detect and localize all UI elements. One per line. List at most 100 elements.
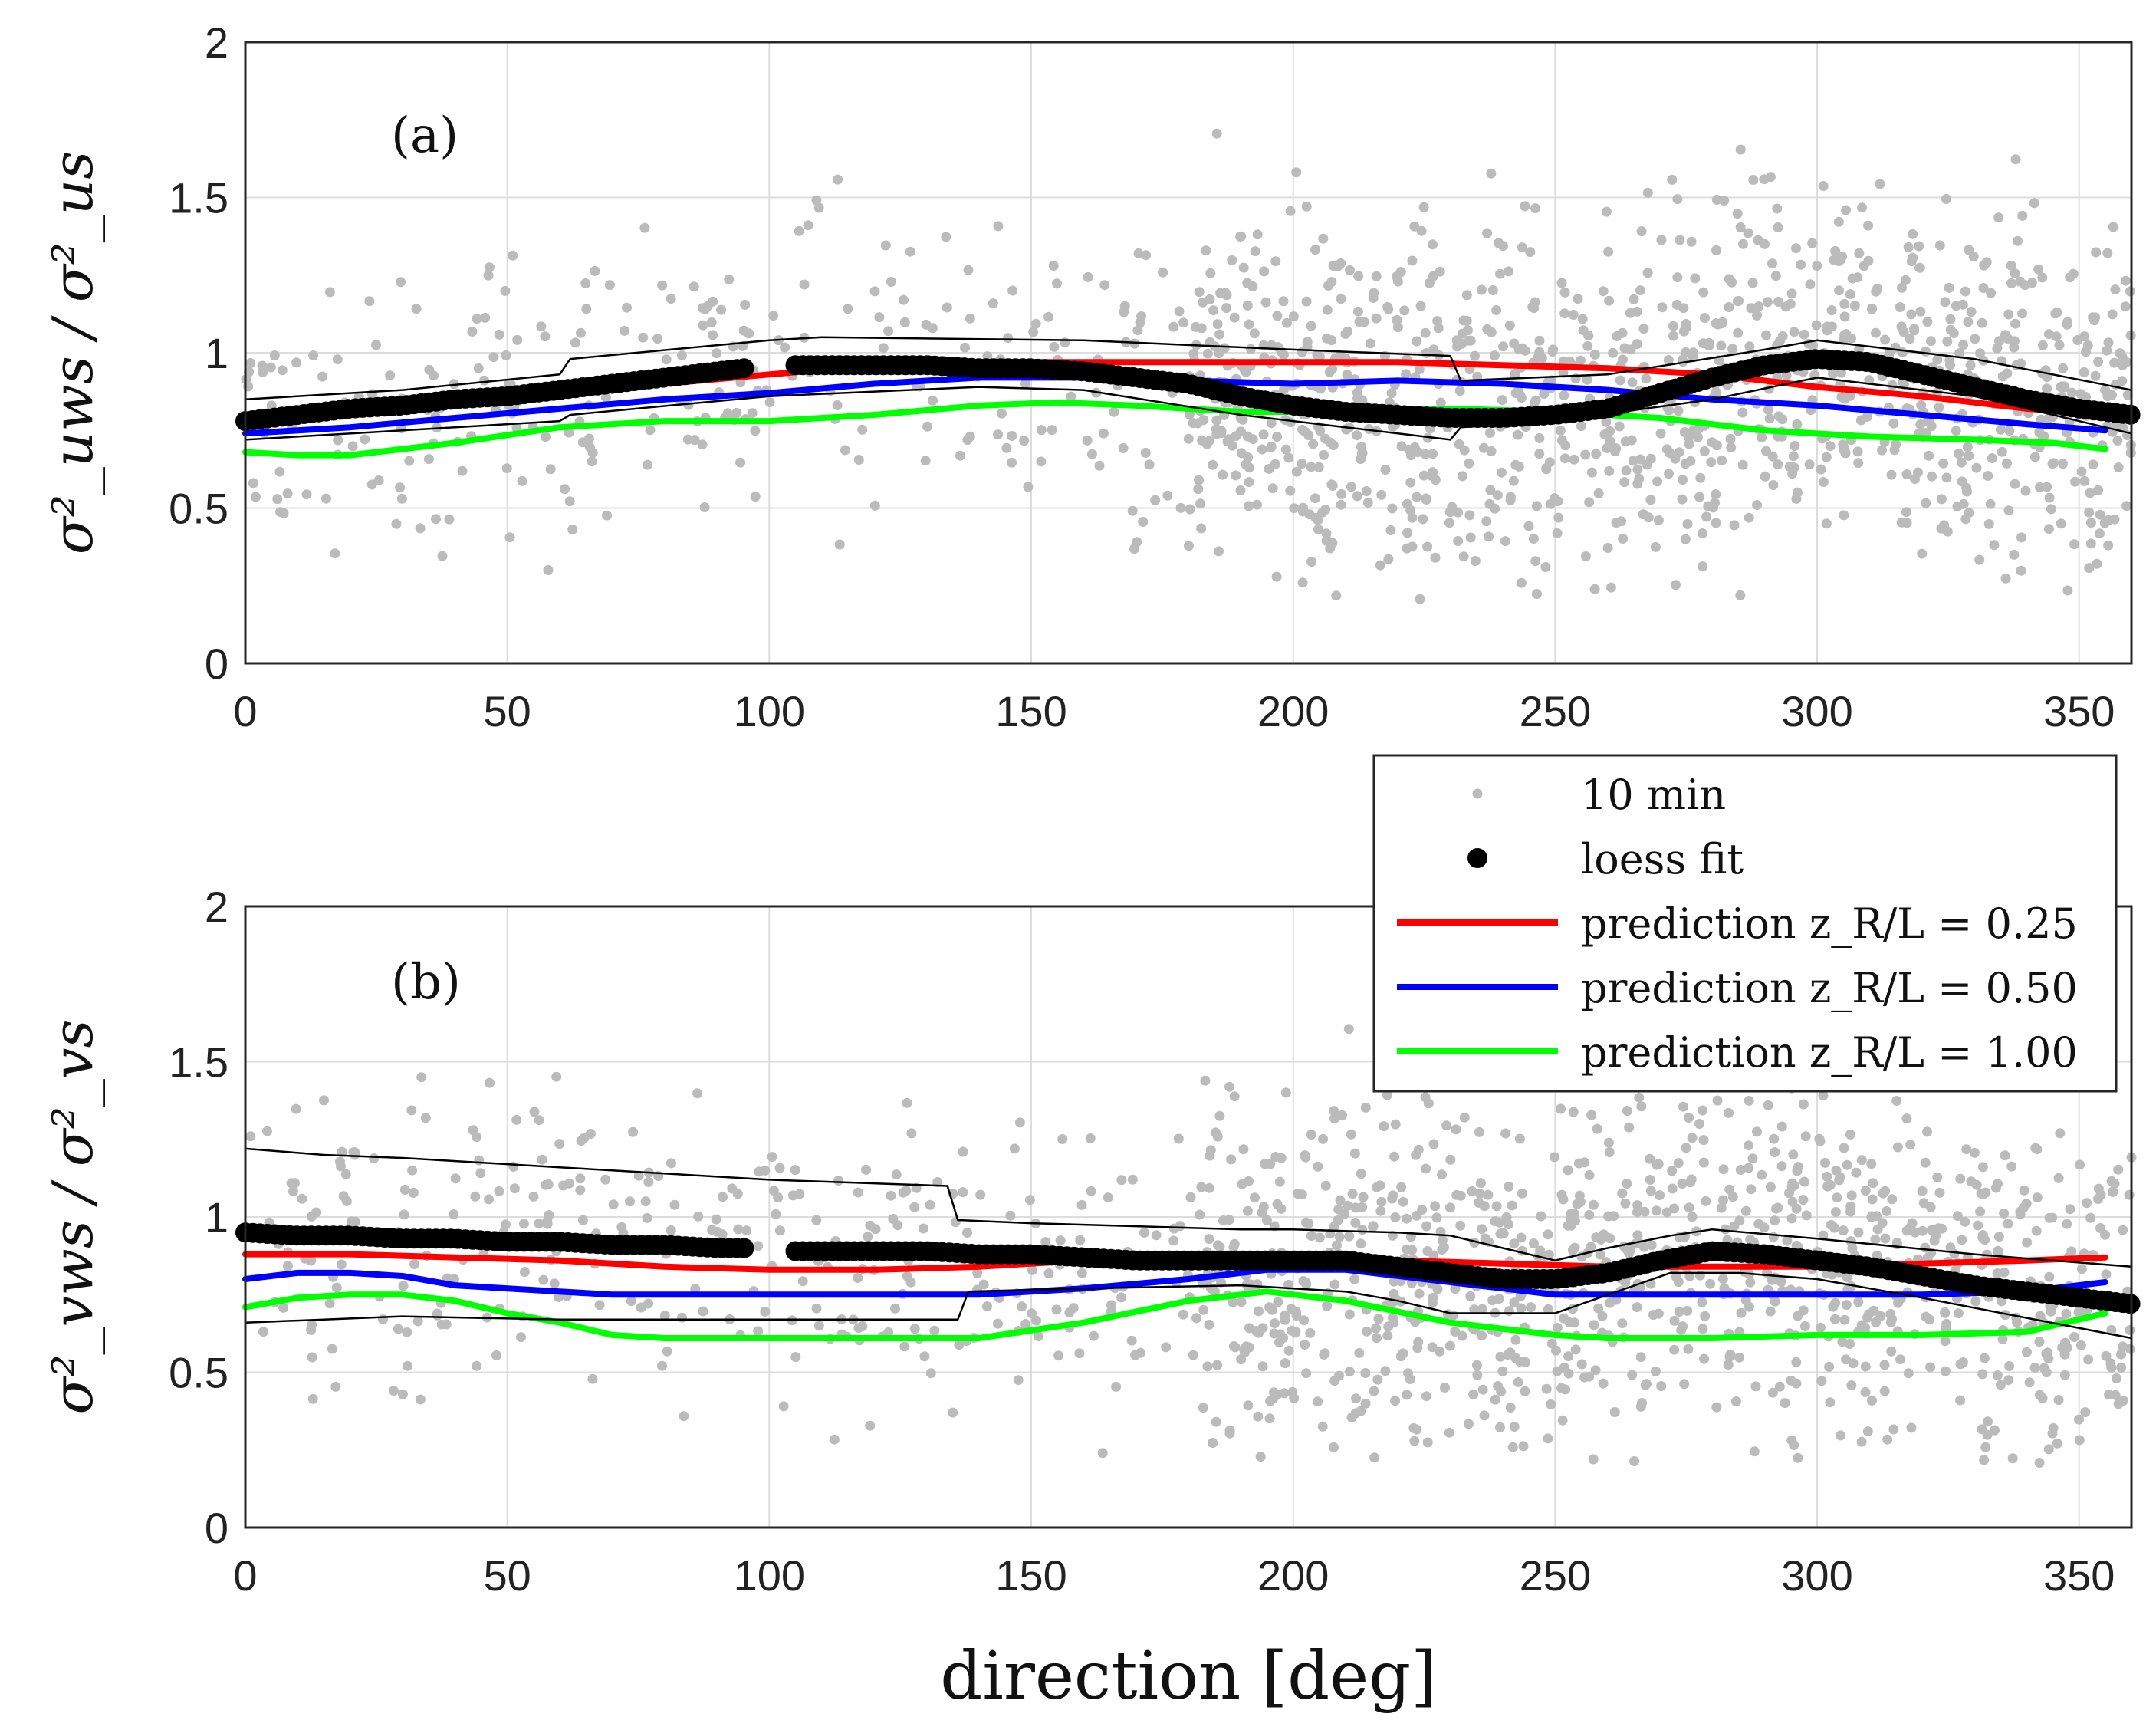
obs-point <box>2082 1198 2092 1209</box>
obs-point <box>483 270 494 281</box>
obs-point <box>1376 489 1387 500</box>
obs-point <box>1269 1328 1280 1339</box>
obs-point <box>1329 1279 1340 1290</box>
obs-point <box>880 240 891 251</box>
obs-point <box>1857 202 1867 213</box>
obs-point <box>1777 331 1788 341</box>
obs-point <box>657 280 668 291</box>
obs-point <box>528 1191 539 1202</box>
obs-point <box>892 1220 903 1231</box>
obs-point <box>1346 1412 1357 1422</box>
obs-point <box>1557 1415 1568 1426</box>
obs-point <box>406 1105 417 1116</box>
obs-point <box>925 1368 936 1379</box>
obs-point <box>2052 1438 2062 1449</box>
obs-point <box>1839 393 1850 404</box>
obs-point <box>1852 446 1863 457</box>
obs-point <box>2105 1358 2116 1369</box>
obs-point <box>1274 1176 1285 1187</box>
obs-point <box>1723 1360 1734 1370</box>
obs-point <box>2010 479 2020 489</box>
obs-point <box>1922 1126 1932 1137</box>
obs-point <box>1076 1199 1087 1210</box>
obs-point <box>1391 1294 1402 1304</box>
obs-point <box>1717 1274 1728 1284</box>
obs-point <box>590 265 600 276</box>
obs-point <box>1546 1399 1556 1409</box>
obs-point <box>450 1173 461 1184</box>
obs-point <box>1920 1242 1931 1253</box>
obs-point <box>1418 514 1428 525</box>
obs-point <box>1945 324 1956 335</box>
obs-point <box>1491 305 1502 315</box>
obs-point <box>1563 1165 1573 1176</box>
obs-point <box>1961 1144 1972 1155</box>
obs-point <box>1421 1221 1431 1232</box>
obs-point <box>1193 484 1204 495</box>
obs-point <box>1457 328 1467 339</box>
obs-point <box>1055 1235 1066 1246</box>
obs-point <box>2125 1344 2135 1354</box>
obs-point <box>1784 1188 1794 1199</box>
obs-point <box>1053 1350 1064 1361</box>
obs-point <box>794 225 804 236</box>
obs-point <box>1872 1224 1883 1235</box>
obs-point <box>1317 1421 1328 1432</box>
obs-point <box>1033 1331 1043 1341</box>
obs-point <box>1746 1184 1757 1195</box>
obs-point <box>1304 509 1315 520</box>
obs-point <box>1475 1178 1486 1189</box>
obs-point <box>1655 428 1666 439</box>
obs-point <box>1744 1301 1754 1312</box>
obs-point <box>1243 1278 1254 1289</box>
obs-point <box>2124 1189 2135 1200</box>
obs-point <box>1839 1314 1850 1325</box>
obs-point <box>297 1193 307 1204</box>
obs-point <box>1944 282 1954 293</box>
obs-point <box>1568 1107 1579 1117</box>
obs-point <box>1431 1212 1442 1223</box>
obs-point <box>870 1224 881 1235</box>
obs-point <box>1254 1306 1264 1317</box>
legend-label-loess: loess fit <box>1581 835 1744 883</box>
obs-point <box>1772 203 1783 214</box>
obs-point <box>581 304 592 314</box>
obs-point <box>1526 1302 1536 1313</box>
obs-point <box>1490 1394 1500 1405</box>
obs-point <box>799 279 810 290</box>
obs-point <box>1306 1130 1316 1140</box>
obs-point <box>1657 302 1668 313</box>
obs-point <box>1094 460 1105 471</box>
obs-point <box>955 450 965 461</box>
obs-point <box>1465 532 1476 543</box>
obs-point <box>1158 267 1168 278</box>
obs-point <box>2024 1377 2035 1388</box>
obs-point <box>475 1168 486 1179</box>
obs-point <box>1407 1245 1418 1255</box>
obs-point <box>283 1261 293 1271</box>
obs-point <box>2003 309 2014 320</box>
obs-point <box>788 1190 798 1201</box>
obs-point <box>307 1320 317 1330</box>
obs-point <box>1383 1321 1394 1332</box>
obs-point <box>2031 1225 2042 1236</box>
obs-point <box>2109 357 2120 368</box>
obs-point <box>1470 556 1481 566</box>
obs-point <box>1306 557 1317 567</box>
obs-point <box>706 317 717 327</box>
obs-point <box>1677 1179 1688 1189</box>
obs-point <box>1922 317 1933 327</box>
obs-point <box>1196 1182 1207 1192</box>
obs-point <box>2035 482 2045 492</box>
obs-point <box>1938 458 1949 469</box>
obs-point <box>1576 1359 1587 1370</box>
obs-point <box>1481 516 1492 527</box>
obs-point <box>1298 1276 1309 1286</box>
obs-point <box>1175 502 1186 513</box>
obs-point <box>1788 451 1799 462</box>
obs-point <box>1860 1361 1871 1372</box>
x-tick-label: 350 <box>2043 687 2115 735</box>
obs-point <box>1300 1217 1311 1228</box>
obs-point <box>512 334 523 345</box>
obs-point <box>1993 1179 2003 1189</box>
